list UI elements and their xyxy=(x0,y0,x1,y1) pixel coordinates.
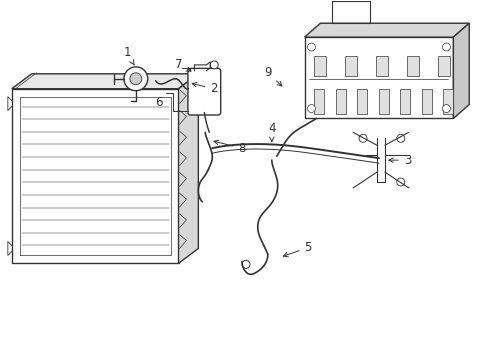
Text: 3: 3 xyxy=(389,154,411,167)
Text: 4: 4 xyxy=(268,122,275,141)
Text: 9: 9 xyxy=(264,66,282,86)
Circle shape xyxy=(242,260,250,268)
Circle shape xyxy=(442,43,450,51)
Bar xyxy=(400,89,411,113)
Polygon shape xyxy=(305,23,469,37)
Bar xyxy=(315,89,324,113)
Polygon shape xyxy=(453,23,469,118)
Bar xyxy=(345,56,357,76)
Polygon shape xyxy=(12,89,178,264)
Circle shape xyxy=(397,178,405,186)
Text: 6: 6 xyxy=(155,96,163,109)
Bar xyxy=(336,89,346,113)
Text: 5: 5 xyxy=(283,241,312,257)
Bar xyxy=(379,89,389,113)
Circle shape xyxy=(397,134,405,142)
Bar xyxy=(315,56,326,76)
Polygon shape xyxy=(12,74,198,89)
Polygon shape xyxy=(305,37,453,118)
Bar xyxy=(376,56,389,76)
Circle shape xyxy=(308,43,316,51)
Circle shape xyxy=(442,105,450,113)
Bar xyxy=(408,56,419,76)
Circle shape xyxy=(308,105,316,113)
Circle shape xyxy=(124,67,148,91)
Bar xyxy=(358,89,368,113)
Bar xyxy=(439,56,450,76)
Circle shape xyxy=(359,134,367,142)
Polygon shape xyxy=(178,74,198,264)
Circle shape xyxy=(210,61,218,69)
Text: 1: 1 xyxy=(123,46,134,65)
Text: 2: 2 xyxy=(192,82,218,95)
Circle shape xyxy=(130,73,142,85)
FancyBboxPatch shape xyxy=(188,68,220,115)
Text: 7: 7 xyxy=(175,58,191,71)
Bar xyxy=(443,89,453,113)
Bar xyxy=(422,89,432,113)
Text: 8: 8 xyxy=(214,140,245,155)
